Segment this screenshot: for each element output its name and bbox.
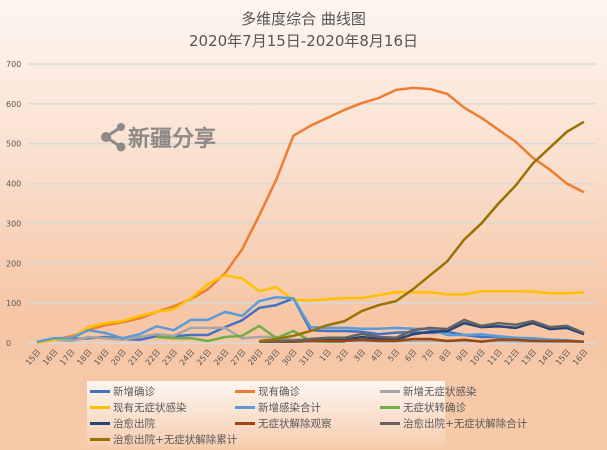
series-line-9 [259,120,585,343]
legend-swatch [380,390,400,393]
legend-item: 治愈出院+无症状解除合计 [380,416,527,431]
legend-swatch [90,390,110,393]
legend-label: 治愈出院+无症状解除合计 [403,418,528,430]
legend-swatch [90,438,110,441]
x-tick-label: 28日 [246,348,265,368]
x-tick-label: 14日 [537,348,556,368]
legend-item: 新增确诊 [90,384,155,399]
x-tick-label: 4日 [369,348,384,364]
legend-item: 治愈出院+无症状解除累计 [90,432,237,447]
legend-swatch [90,406,110,409]
legend-swatch [235,390,255,393]
series-line-4 [36,295,585,344]
chart-legend: 新增确诊 现有确诊 新增无症状感染现有无症状感染 新增感染合计 无症状转确诊治愈出院 无症… [87,381,527,447]
x-tick-label: 19日 [92,348,111,368]
legend-label: 现有确诊 [258,386,300,398]
series-line-7 [259,337,585,344]
y-tick-label: 500 [6,140,21,149]
x-tick-label: 16日 [41,348,60,368]
x-tick-label: 23日 [161,348,180,368]
legend-swatch [235,422,255,425]
y-tick-label: 200 [6,259,21,268]
y-tick-label: 400 [6,180,21,189]
series-line-8 [259,318,585,344]
x-tick-label: 25日 [195,348,214,368]
watermark-logo: 新疆分享 [100,121,216,153]
x-tick-label: 5日 [386,348,401,364]
chart-title: 多维度综合 曲线图 [241,10,366,28]
y-tick-label: 100 [6,299,21,308]
x-tick-label: 27日 [229,348,248,368]
legend-label: 新增无症状感染 [403,386,477,398]
y-tick-label: 600 [6,100,21,109]
legend-item: 新增感染合计 [235,400,321,415]
legend-item: 无症状转确诊 [380,400,466,415]
legend-label: 现有无症状感染 [113,402,187,414]
legend-label: 无症状解除观察 [258,418,332,430]
x-tick-label: 18日 [75,348,94,368]
x-tick-label: 15日 [554,348,573,368]
series-line-1 [36,86,585,344]
x-tick-label: 3日 [352,348,367,364]
chart-subtitle: 2020年7月15日-2020年8月16日 [188,32,419,50]
x-tick-label: 31日 [297,348,316,368]
x-tick-label: 13日 [520,348,539,368]
x-tick-label: 22日 [144,348,163,368]
x-tick-label: 6日 [403,348,418,364]
legend-label: 新增感染合计 [258,402,321,414]
x-tick-label: 16日 [571,348,590,368]
legend-item: 现有确诊 [235,384,300,399]
watermark-text: 新疆分享 [128,127,217,152]
y-tick-label: 300 [6,219,21,228]
x-tick-label: 11日 [485,348,504,368]
legend-label: 新增确诊 [113,386,155,398]
x-tick-label: 10日 [468,348,487,368]
legend-label: 无症状转确诊 [403,402,466,414]
x-tick-label: 12日 [503,348,522,368]
x-tick-label: 15日 [24,348,43,368]
series-line-3 [36,273,585,345]
x-tick-label: 21日 [127,348,146,368]
x-tick-label: 29日 [263,348,282,368]
legend-swatch [380,406,400,409]
x-tick-label: 26日 [212,348,231,368]
x-tick-label: 2日 [335,348,350,364]
x-tick-label: 1日 [318,348,333,364]
legend-label: 治愈出院 [113,418,155,430]
legend-item: 治愈出院 [90,416,155,431]
share-icon [101,123,126,152]
x-tick-label: 17日 [58,348,77,368]
x-tick-label: 7日 [420,348,435,364]
legend-label: 治愈出院+无症状解除累计 [113,434,238,446]
x-tick-label: 30日 [280,348,299,368]
legend-swatch [380,422,400,425]
x-tick-label: 20日 [109,348,128,368]
legend-swatch [90,422,110,425]
legend-item: 新增无症状感染 [380,384,477,399]
x-tick-label: 24日 [178,348,197,368]
legend-swatch [235,406,255,409]
legend-item: 现有无症状感染 [90,400,187,415]
y-tick-label: 0 [6,339,11,348]
legend-item: 无症状解除观察 [235,416,332,431]
x-tick-label: 8日 [437,348,452,364]
y-tick-label: 700 [6,60,21,69]
